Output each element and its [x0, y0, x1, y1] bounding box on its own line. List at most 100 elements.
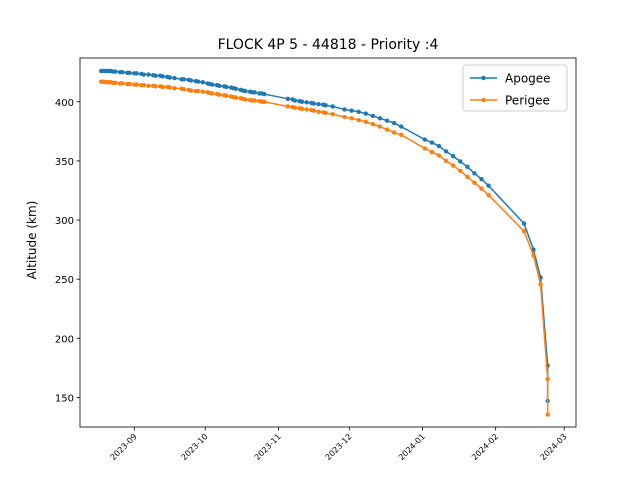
apogee-point-66: [377, 116, 383, 121]
perigee-point-14: [141, 83, 146, 88]
perigee-point-10: [127, 81, 132, 87]
perigee-point-39: [233, 95, 239, 100]
perigee-point-70: [422, 146, 428, 151]
plot-area: [99, 68, 550, 417]
apogee-point-49: [285, 96, 291, 102]
apogee-point-59: [323, 103, 328, 108]
perigee-point-82: [538, 282, 543, 287]
perigee-point-83: [545, 376, 550, 382]
perigee-point-15: [146, 83, 151, 88]
perigee-point-51: [292, 105, 298, 110]
perigee-point-77: [472, 180, 477, 185]
apogee-point-57: [316, 101, 321, 107]
perigee-point-59: [323, 110, 328, 116]
perigee-point-42: [243, 97, 248, 102]
y-tick-label-250: 250: [55, 275, 74, 286]
apogee-point-75: [458, 159, 463, 164]
perigee-point-57: [316, 109, 321, 115]
legend-perigee-label: Perigee: [505, 94, 550, 108]
apogee-point-73: [443, 149, 449, 154]
perigee-point-73: [443, 158, 449, 164]
apogee-point-6: [113, 69, 118, 74]
perigee-point-76: [465, 174, 470, 180]
apogee-point-17: [153, 73, 158, 78]
chart-title: FLOCK 4P 5 - 44818 - Priority :4: [218, 37, 439, 53]
perigee-point-19: [160, 84, 165, 90]
apogee-point-15: [146, 72, 151, 77]
perigee-point-22: [172, 85, 177, 91]
apogee-point-12: [134, 71, 139, 76]
perigee-point-61: [342, 114, 347, 120]
legend-apogee-marker: [481, 75, 486, 81]
perigee-point-26: [188, 88, 194, 93]
apogee-point-19: [160, 74, 165, 79]
legend: Apogee Perigee: [462, 64, 568, 112]
perigee-point-80: [521, 229, 527, 234]
perigee-point-72: [436, 153, 442, 158]
perigee-point-6: [113, 80, 118, 86]
apogee-point-53: [299, 99, 305, 104]
perigee-point-34: [217, 92, 222, 97]
perigee-point-45: [252, 98, 257, 103]
perigee-point-64: [363, 119, 368, 125]
perigee-point-75: [458, 168, 463, 174]
apogee-point-45: [252, 90, 257, 95]
perigee-point-17: [153, 84, 158, 89]
perigee-point-60: [330, 111, 335, 117]
y-tick-label-350: 350: [55, 157, 74, 168]
apogee-point-65: [370, 113, 376, 119]
perigee-point-79: [486, 192, 491, 198]
apogee-point-14: [141, 72, 146, 77]
y-tick-label-400: 400: [55, 98, 74, 109]
perigee-point-67: [384, 127, 390, 132]
apogee-point-67: [384, 118, 390, 123]
apogee-point-54: [304, 100, 309, 105]
apogee-point-28: [195, 79, 201, 84]
apogee-point-56: [311, 101, 317, 106]
perigee-point-78: [479, 186, 484, 191]
perigee-point-12: [134, 82, 139, 87]
apogee-point-72: [436, 143, 442, 149]
y-axis-label: Altitude (km): [25, 201, 39, 280]
perigee-point-68: [391, 130, 397, 135]
apogee-point-79: [486, 183, 491, 188]
apogee-point-77: [472, 171, 477, 176]
apogee-point-51: [292, 98, 298, 103]
perigee-point-62: [349, 116, 354, 121]
apogee-point-64: [363, 111, 368, 116]
perigee-point-84: [545, 412, 550, 417]
perigee-point-21: [167, 85, 172, 90]
apogee-point-63: [356, 109, 361, 115]
apogee-point-21: [167, 75, 172, 80]
apogee-point-42: [243, 88, 248, 94]
y-tick-label-200: 200: [55, 334, 74, 345]
apogee-point-36: [224, 84, 229, 90]
y-tick-label-150: 150: [55, 393, 74, 404]
apogee-point-48: [262, 91, 267, 97]
perigee-point-66: [377, 124, 383, 129]
legend-apogee-label: Apogee: [505, 72, 551, 86]
apogee-point-61: [342, 107, 347, 112]
apogee-point-74: [450, 153, 456, 159]
apogee-point-70: [422, 137, 428, 142]
perigee-point-56: [311, 108, 317, 113]
apogee-point-68: [391, 120, 397, 126]
perigee-point-36: [224, 93, 229, 99]
perigee-point-54: [304, 107, 309, 112]
perigee-point-69: [399, 132, 404, 138]
apogee-point-29: [200, 80, 206, 85]
apogee-point-22: [172, 75, 177, 81]
perigee-point-53: [299, 106, 305, 112]
perigee-point-71: [429, 149, 435, 155]
perigee-point-63: [356, 117, 361, 123]
apogee-point-34: [217, 83, 222, 88]
apogee-point-8: [120, 69, 125, 75]
perigee-point-28: [195, 88, 201, 94]
apogee-point-62: [349, 108, 354, 113]
perigee-point-65: [370, 122, 376, 127]
y-tick-label-300: 300: [55, 216, 74, 227]
apogee-point-71: [429, 140, 435, 145]
perigee-point-74: [450, 163, 456, 168]
apogee-point-10: [127, 70, 132, 75]
